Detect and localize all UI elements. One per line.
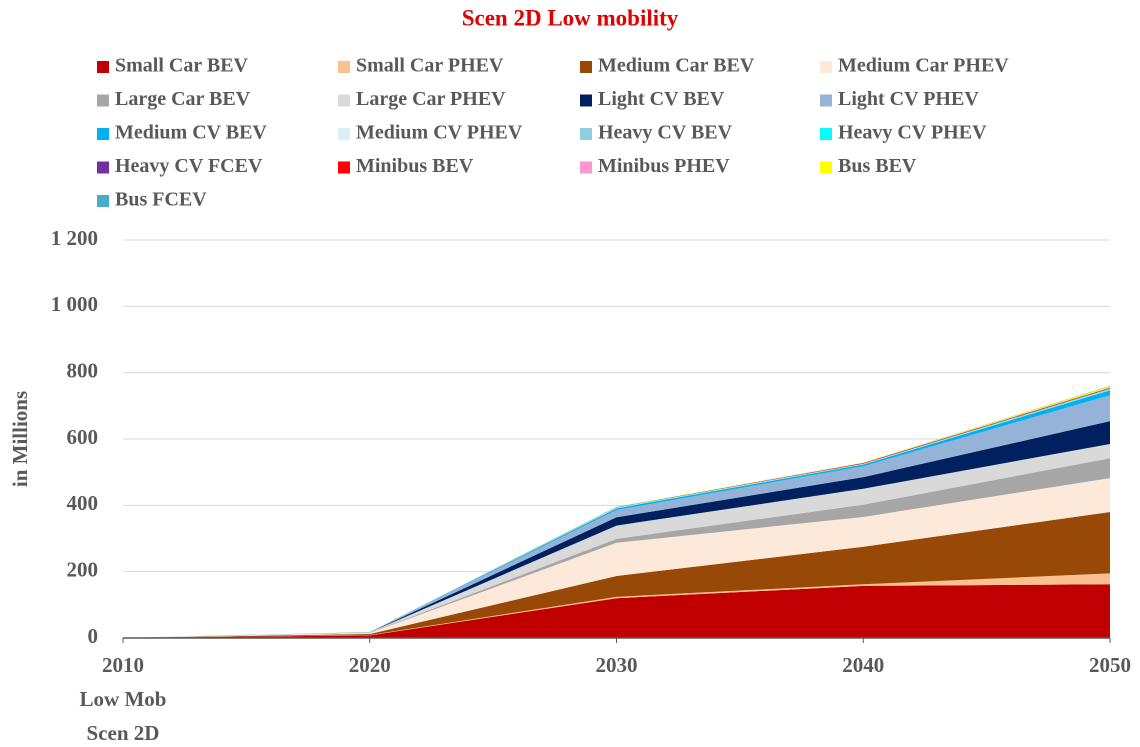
legend-swatch [580, 161, 592, 174]
area [123, 584, 1110, 638]
area [123, 511, 1110, 638]
legend-label: Small Car PHEV [356, 55, 504, 77]
legend-label: Medium CV BEV [115, 122, 267, 144]
legend-swatch [97, 195, 109, 207]
legend-label: Heavy CV PHEV [838, 122, 987, 144]
x-tick-label: 2030 [596, 653, 638, 677]
x-tick-label: 2040 [842, 653, 884, 677]
x-axis-title: Scen 2D [87, 721, 160, 745]
chart-title: Scen 2D Low mobility [462, 5, 679, 30]
area [123, 395, 1110, 638]
legend-swatch [580, 128, 592, 140]
legend-swatch [338, 128, 350, 140]
legend-swatch [338, 61, 350, 73]
y-tick-label: 1 000 [51, 292, 98, 316]
legend-label: Light CV PHEV [838, 88, 979, 110]
legend-swatch [820, 161, 832, 174]
x-tick-label: 2050 [1089, 653, 1131, 677]
legend-swatch [820, 94, 832, 107]
x-tick-label: 2020 [349, 653, 391, 677]
legend-label: Light CV BEV [598, 88, 725, 110]
legend-swatch [580, 61, 592, 73]
legend-label: Small Car BEV [115, 55, 249, 77]
legend-label: Medium Car PHEV [838, 55, 1009, 77]
legend-swatch [97, 61, 109, 73]
legend-label: Bus BEV [838, 155, 917, 177]
y-tick-label: 400 [67, 491, 99, 515]
legend-label: Large Car PHEV [356, 88, 506, 110]
y-tick-label: 600 [67, 425, 99, 449]
legend-label: Medium Car BEV [598, 55, 755, 77]
legend-label: Minibus BEV [356, 155, 474, 177]
y-tick-label: 1 200 [51, 226, 98, 250]
area [123, 443, 1110, 638]
y-tick-label: 0 [88, 624, 99, 648]
y-tick-label: 800 [67, 358, 99, 382]
legend-swatch [97, 128, 109, 140]
x-tick-label: 2010 [102, 653, 144, 677]
y-tick-label: 200 [67, 557, 99, 581]
legend-label: Medium CV PHEV [356, 122, 523, 144]
legend-label: Heavy CV BEV [598, 122, 733, 144]
legend-swatch [97, 161, 109, 174]
legend-label: Large Car BEV [115, 88, 251, 110]
area [123, 478, 1110, 638]
legend-label: Heavy CV FCEV [115, 155, 263, 177]
legend-swatch [338, 161, 350, 174]
x-axis-title: Low Mob [80, 687, 167, 711]
legend-swatch [820, 128, 832, 140]
legend-swatch [580, 94, 592, 107]
legend-swatch [338, 94, 350, 107]
y-axis-title: in Millions [8, 391, 32, 487]
legend-label: Bus FCEV [115, 189, 207, 211]
area [123, 573, 1110, 638]
legend-swatch [97, 94, 109, 107]
legend-label: Minibus PHEV [598, 155, 730, 177]
legend-swatch [820, 61, 832, 73]
